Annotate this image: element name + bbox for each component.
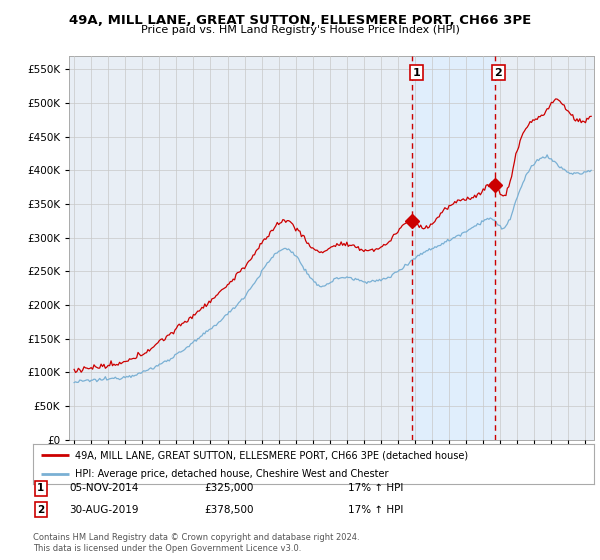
Text: 49A, MILL LANE, GREAT SUTTON, ELLESMERE PORT, CH66 3PE (detached house): 49A, MILL LANE, GREAT SUTTON, ELLESMERE …	[75, 450, 468, 460]
Text: 2: 2	[494, 68, 502, 77]
Text: £325,000: £325,000	[204, 483, 253, 493]
Text: 05-NOV-2014: 05-NOV-2014	[69, 483, 139, 493]
Text: Price paid vs. HM Land Registry's House Price Index (HPI): Price paid vs. HM Land Registry's House …	[140, 25, 460, 35]
Text: Contains HM Land Registry data © Crown copyright and database right 2024.
This d: Contains HM Land Registry data © Crown c…	[33, 533, 359, 553]
Bar	[412, 56, 494, 440]
Text: 17% ↑ HPI: 17% ↑ HPI	[348, 483, 403, 493]
Text: 1: 1	[412, 68, 420, 77]
Text: 2: 2	[37, 505, 44, 515]
Text: 30-AUG-2019: 30-AUG-2019	[69, 505, 139, 515]
Text: 49A, MILL LANE, GREAT SUTTON, ELLESMERE PORT, CH66 3PE: 49A, MILL LANE, GREAT SUTTON, ELLESMERE …	[69, 14, 531, 27]
Text: HPI: Average price, detached house, Cheshire West and Chester: HPI: Average price, detached house, Ches…	[75, 469, 389, 479]
Text: 17% ↑ HPI: 17% ↑ HPI	[348, 505, 403, 515]
Text: 1: 1	[37, 483, 44, 493]
Text: £378,500: £378,500	[204, 505, 254, 515]
